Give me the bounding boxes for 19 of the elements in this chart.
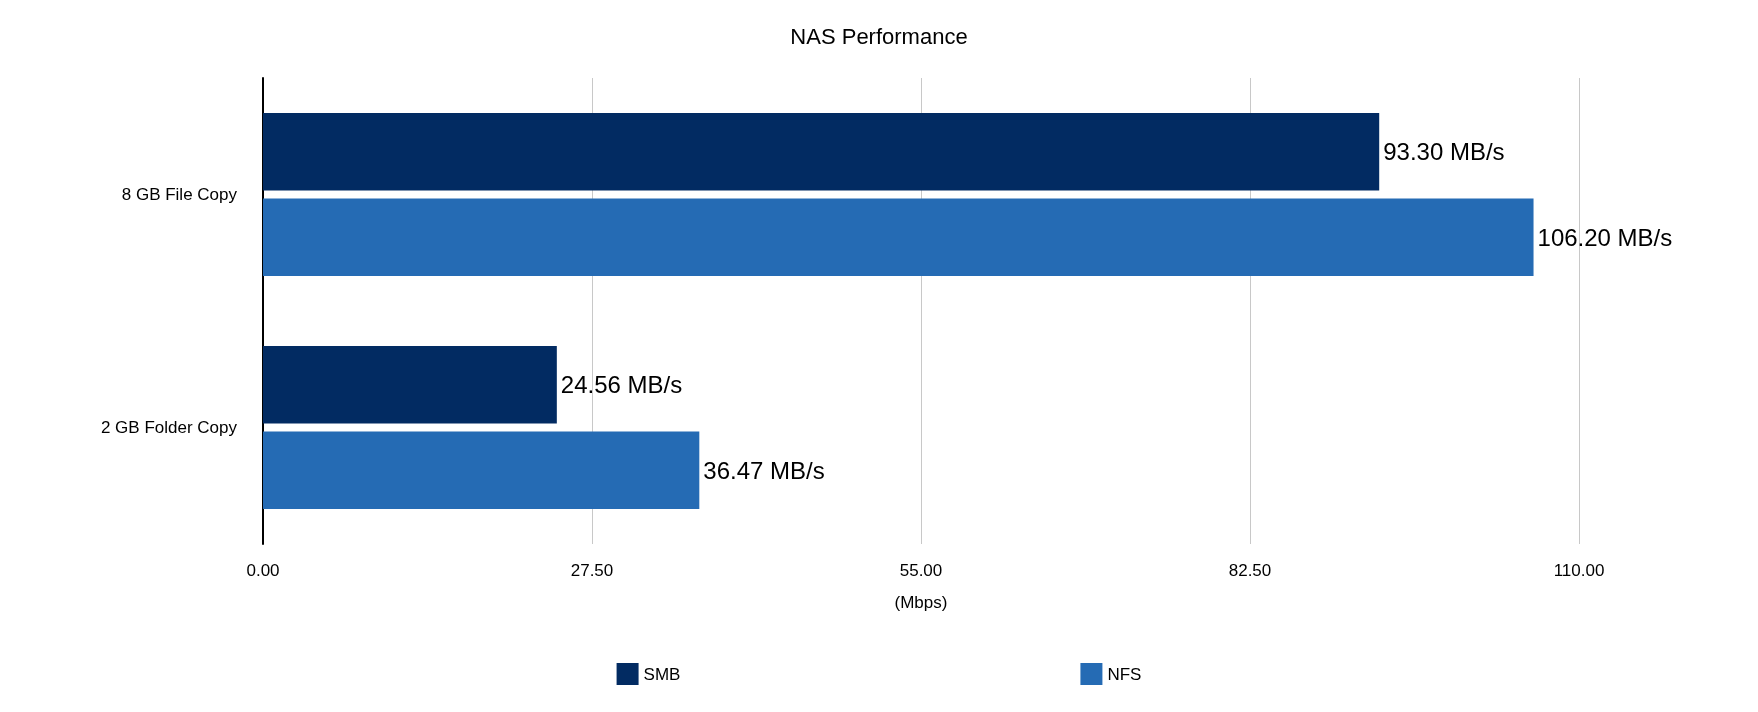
y-tick-label: 2 GB Folder Copy bbox=[100, 418, 238, 437]
x-axis-title: (Mbps) bbox=[894, 593, 948, 612]
x-tick-label: 110.00 bbox=[1553, 561, 1605, 580]
data-label: 93.30 MB/s bbox=[1383, 138, 1505, 166]
bar bbox=[263, 345, 557, 424]
bar bbox=[263, 112, 1380, 191]
data-label: 36.47 MB/s bbox=[703, 456, 825, 484]
x-tick-label: 82.50 bbox=[1228, 561, 1272, 580]
x-tick-label: 55.00 bbox=[899, 561, 943, 580]
x-tick-label: 27.50 bbox=[570, 561, 614, 580]
legend-label: NFS bbox=[1107, 664, 1142, 684]
data-label: 24.56 MB/s bbox=[560, 371, 683, 399]
data-label: 106.20 MB/s bbox=[1537, 223, 1673, 251]
y-tick-label: 8 GB File Copy bbox=[121, 185, 238, 204]
chart-title: NAS Performance bbox=[790, 23, 968, 49]
bar bbox=[263, 431, 700, 510]
legend-label: SMB bbox=[643, 664, 681, 684]
x-tick-label: 0.00 bbox=[246, 561, 280, 580]
bar bbox=[263, 198, 1534, 277]
